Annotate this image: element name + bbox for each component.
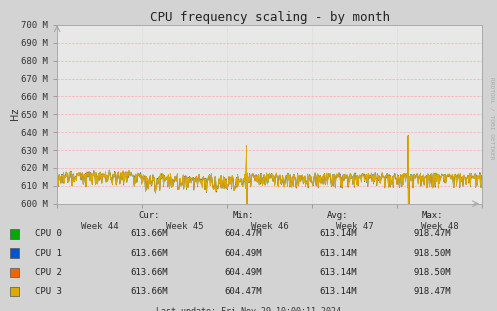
Text: 604.49M: 604.49M [225, 268, 262, 277]
Text: CPU 3: CPU 3 [35, 287, 62, 296]
Text: 613.14M: 613.14M [319, 287, 357, 296]
Text: Avg:: Avg: [327, 211, 349, 220]
Text: Week 48: Week 48 [421, 222, 458, 230]
Text: Week 44: Week 44 [81, 222, 118, 230]
Text: 604.47M: 604.47M [225, 230, 262, 238]
Y-axis label: Hz: Hz [10, 108, 20, 120]
Text: Week 46: Week 46 [251, 222, 288, 230]
Text: Cur:: Cur: [138, 211, 160, 220]
Text: Last update: Fri Nov 29 10:00:11 2024: Last update: Fri Nov 29 10:00:11 2024 [156, 307, 341, 311]
Text: 613.66M: 613.66M [130, 230, 168, 238]
Text: 613.14M: 613.14M [319, 230, 357, 238]
Text: RRDTOOL / TOBI OETIKER: RRDTOOL / TOBI OETIKER [490, 77, 495, 160]
Text: 604.49M: 604.49M [225, 249, 262, 258]
Text: 613.66M: 613.66M [130, 287, 168, 296]
Title: CPU frequency scaling - by month: CPU frequency scaling - by month [150, 11, 390, 24]
Text: Min:: Min: [233, 211, 254, 220]
Text: Week 45: Week 45 [166, 222, 203, 230]
Text: Max:: Max: [421, 211, 443, 220]
Text: CPU 2: CPU 2 [35, 268, 62, 277]
Text: 613.14M: 613.14M [319, 249, 357, 258]
Text: 613.66M: 613.66M [130, 268, 168, 277]
Text: CPU 1: CPU 1 [35, 249, 62, 258]
Text: 613.66M: 613.66M [130, 249, 168, 258]
Text: 918.50M: 918.50M [414, 249, 451, 258]
Text: 613.14M: 613.14M [319, 268, 357, 277]
Text: 918.47M: 918.47M [414, 287, 451, 296]
Text: 918.47M: 918.47M [414, 230, 451, 238]
Text: CPU 0: CPU 0 [35, 230, 62, 238]
Text: Week 47: Week 47 [336, 222, 373, 230]
Text: 604.47M: 604.47M [225, 287, 262, 296]
Text: 918.50M: 918.50M [414, 268, 451, 277]
